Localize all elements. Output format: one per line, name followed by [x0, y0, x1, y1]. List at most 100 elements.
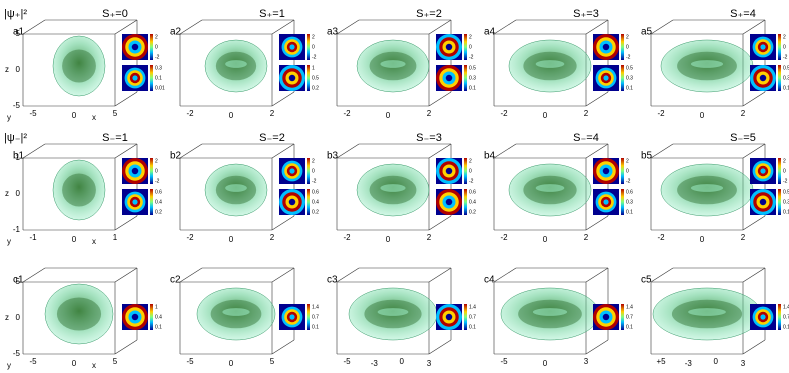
colorbar-tick-label: 0 — [155, 44, 158, 50]
colorbar — [621, 65, 624, 91]
inset-ring — [759, 198, 767, 206]
tick-label: 0 — [72, 235, 77, 244]
isosurface — [44, 283, 114, 345]
cube-edge — [493, 143, 517, 159]
tick-label: 2 — [741, 233, 746, 242]
colorbar-tick-label: 0 — [155, 168, 158, 174]
colorbar-tick-label: 1.4 — [469, 304, 476, 310]
cube-edge — [114, 143, 138, 159]
tick-label: 0 — [72, 111, 77, 120]
panel-title: S₋=1 — [102, 132, 128, 144]
colorbar-tick-label: 0 — [783, 44, 786, 50]
colorbar-tick-label: 0.4 — [155, 314, 162, 320]
colorbar-tick-label: 0.3 — [783, 75, 789, 81]
colorbar-tick-label: 0.1 — [783, 324, 789, 330]
colorbar-tick-label: -2 — [783, 178, 788, 184]
cube-edge — [650, 267, 674, 283]
z-tick-label: 0 — [16, 65, 21, 74]
colorbar-tick-label: -2 — [155, 54, 160, 60]
colorbar — [150, 65, 153, 91]
cube-edge — [114, 267, 138, 283]
colorbar-tick-label: 0.01 — [155, 85, 165, 91]
cube-edge — [336, 19, 360, 35]
tick-label: 0 — [700, 235, 705, 244]
panel-title: S₋=5 — [730, 132, 756, 144]
colorbar-tick-label: 0.2 — [312, 85, 319, 91]
panel: a4 S₊=3 -2 0 2 2 0 -2 0.5 0.3 0.1 — [484, 8, 633, 120]
panel-label: a4 — [484, 27, 496, 38]
colorbar-tick-label: 0.2 — [312, 209, 319, 215]
axis-label: y — [7, 113, 11, 122]
colorbar — [307, 304, 310, 330]
cube-edge — [428, 143, 452, 159]
cube-edge — [585, 339, 609, 355]
cube-edge — [179, 143, 203, 159]
colorbar — [150, 189, 153, 215]
isosurface-hole — [532, 308, 568, 316]
colorbar-tick-label: -2 — [783, 54, 788, 60]
tick-label: 2 — [270, 233, 275, 242]
colorbar-tick-label: -2 — [626, 178, 631, 184]
panel: c2 -5 0 5 1.4 0.7 0.1 — [170, 267, 319, 368]
tick-label: 0 — [229, 359, 234, 368]
tick-label: 0 — [72, 359, 77, 368]
colorbar-tick-label: 0.4 — [155, 199, 162, 205]
panel-label: a1 — [13, 27, 25, 38]
colorbar-tick-label: 0.5 — [469, 65, 476, 71]
axis-label: z — [5, 189, 9, 198]
colorbar — [778, 304, 781, 330]
colorbar-tick-label: 2 — [469, 34, 472, 40]
colorbar — [621, 158, 624, 184]
panel-label: b5 — [641, 151, 653, 162]
cube-edge — [428, 91, 452, 107]
tick-label: 2 — [427, 233, 432, 242]
colorbar-tick-label: 0.6 — [155, 189, 162, 195]
colorbar-tick-label: 0.1 — [155, 75, 162, 81]
panel-title: S₋=2 — [259, 132, 285, 144]
tick-label: 5 — [270, 357, 275, 366]
inset-ring — [289, 168, 295, 174]
colorbar — [150, 304, 153, 330]
panel: b5 S₋=5 -2 0 2 2 0 -2 0.5 0.3 0.1 — [641, 132, 789, 244]
cube-edge — [742, 215, 766, 231]
colorbar-tick-label: 0.1 — [155, 324, 162, 330]
cube-edge — [22, 19, 46, 35]
tick-label: 2 — [584, 233, 589, 242]
isosurface-hole — [535, 184, 565, 192]
cube-edge — [22, 143, 46, 159]
colorbar-tick-label: -2 — [469, 178, 474, 184]
tick-label: 1 — [113, 233, 118, 242]
colorbar — [464, 304, 467, 330]
panel: a5 S₊=4 -2 0 2 2 0 -2 0.5 0.3 0.1 — [641, 8, 789, 120]
colorbar-tick-label: 0 — [783, 168, 786, 174]
colorbar-tick-label: 2 — [155, 158, 158, 164]
cube-edge — [114, 339, 138, 355]
tick-label: 2 — [584, 109, 589, 118]
colorbar-tick-label: 2 — [469, 158, 472, 164]
panel: b3 S₋=3 -2 0 2 2 0 -2 0.6 0.4 0.2 — [327, 132, 476, 244]
tick-label: 2 — [270, 109, 275, 118]
colorbar-tick-label: -2 — [469, 54, 474, 60]
colorbar-tick-label: 1.4 — [626, 304, 633, 310]
isosurface-inner — [62, 173, 96, 207]
isosurface-hole — [535, 60, 565, 68]
inset-ring — [445, 313, 453, 321]
inset-ring — [602, 167, 610, 175]
cube-edge — [742, 91, 766, 107]
colorbar — [464, 158, 467, 184]
axis-label: z — [5, 313, 9, 322]
cube-edge — [493, 267, 517, 283]
cube-edge — [336, 267, 360, 283]
colorbar-tick-label: 0.3 — [783, 199, 789, 205]
panel: c3 -5 -3 0 3 1.4 0.7 0.1 — [327, 267, 476, 368]
inset-ring — [759, 74, 767, 82]
tick-label: -2 — [186, 233, 194, 242]
tick-label: 0 — [229, 111, 234, 120]
colorbar — [621, 189, 624, 215]
inset-ring — [288, 74, 296, 82]
panel: b4 S₋=4 -2 0 2 2 0 -2 0.6 0.3 0.1 — [484, 132, 633, 244]
inset-ring — [289, 44, 295, 50]
inset-ring — [602, 43, 610, 51]
panel-label: c3 — [327, 275, 338, 286]
